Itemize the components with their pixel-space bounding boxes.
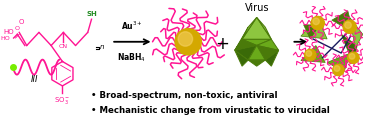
Polygon shape: [301, 46, 325, 62]
Circle shape: [348, 52, 359, 63]
Polygon shape: [235, 39, 257, 50]
Text: Virus: Virus: [245, 3, 269, 13]
Text: • Broad-spectrum, non-toxic, antiviral: • Broad-spectrum, non-toxic, antiviral: [91, 91, 277, 100]
Circle shape: [334, 66, 340, 71]
Polygon shape: [242, 17, 271, 39]
Text: SO$_3^-$: SO$_3^-$: [54, 95, 71, 106]
Polygon shape: [248, 60, 265, 66]
Polygon shape: [341, 34, 357, 64]
Text: n: n: [100, 44, 104, 50]
Circle shape: [343, 20, 356, 33]
Text: HO: HO: [3, 29, 14, 35]
Polygon shape: [301, 17, 327, 39]
Text: • Mechanistic change from virustatic to virucidal: • Mechanistic change from virustatic to …: [91, 106, 329, 115]
Polygon shape: [327, 53, 351, 72]
Circle shape: [311, 16, 324, 30]
Polygon shape: [242, 17, 257, 39]
Circle shape: [178, 32, 193, 46]
Polygon shape: [248, 45, 265, 60]
Text: +: +: [215, 35, 229, 53]
Polygon shape: [332, 11, 353, 32]
Circle shape: [345, 22, 351, 28]
Polygon shape: [257, 17, 271, 39]
Text: HO: HO: [0, 36, 10, 41]
Text: O: O: [15, 26, 20, 31]
Circle shape: [306, 51, 311, 56]
Circle shape: [305, 49, 316, 61]
Text: NaBH$_4$: NaBH$_4$: [118, 51, 146, 64]
Circle shape: [175, 29, 201, 55]
Text: CN: CN: [59, 44, 68, 49]
Polygon shape: [235, 45, 257, 60]
Polygon shape: [265, 50, 279, 66]
Text: III: III: [31, 75, 38, 84]
Polygon shape: [242, 39, 271, 45]
Polygon shape: [235, 27, 248, 50]
Text: SH: SH: [86, 11, 97, 17]
Text: O: O: [19, 19, 24, 25]
Circle shape: [313, 18, 319, 25]
Polygon shape: [304, 25, 320, 39]
Circle shape: [333, 64, 344, 76]
Polygon shape: [235, 50, 248, 66]
Polygon shape: [257, 39, 279, 50]
Circle shape: [349, 54, 355, 59]
Text: Au$^{3+}$: Au$^{3+}$: [121, 20, 143, 32]
Polygon shape: [257, 45, 279, 60]
Polygon shape: [350, 17, 363, 48]
